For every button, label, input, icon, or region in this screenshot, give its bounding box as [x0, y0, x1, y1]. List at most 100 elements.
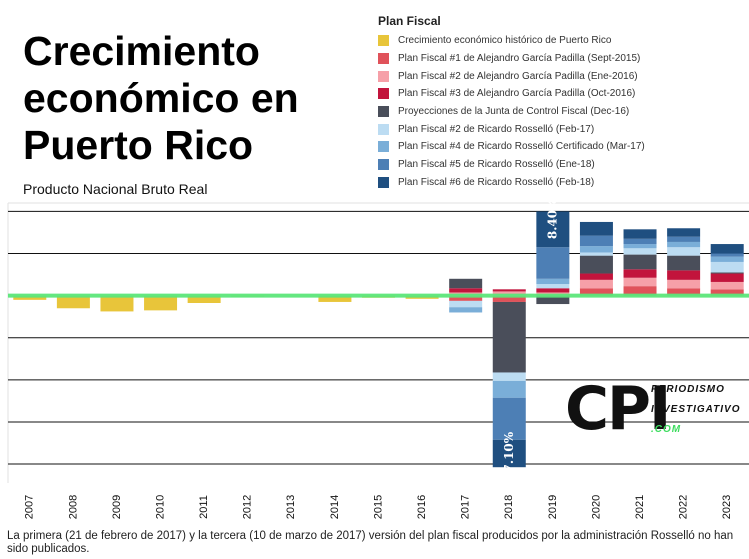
- bar-segment: [449, 300, 483, 308]
- bar-segment: [492, 295, 526, 302]
- bar-segment: [710, 281, 744, 290]
- bar-segment: [623, 277, 657, 287]
- legend-swatch: [378, 141, 389, 153]
- x-tick-label: 2022: [678, 495, 690, 519]
- bar-segment: [536, 211, 570, 248]
- bar-segment: [144, 295, 178, 311]
- legend-title: Plan Fiscal: [378, 14, 441, 28]
- bar-segment: [187, 295, 221, 303]
- bar-segment: [492, 397, 526, 440]
- bar-segment: [710, 273, 744, 282]
- x-tick-label: 2010: [154, 495, 166, 519]
- legend-item: Plan Fiscal #2 de Ricardo Rosselló (Feb-…: [378, 120, 738, 138]
- legend-item: Plan Fiscal #2 de Alejandro García Padil…: [378, 67, 738, 85]
- bar-segment: [710, 253, 744, 257]
- bar-segment: [56, 295, 90, 309]
- bar-segment: [667, 255, 701, 271]
- cpi-logo-mark: CPI: [565, 374, 671, 444]
- bar-segment: [710, 244, 744, 254]
- bar-segment: [667, 228, 701, 237]
- bar-segment: [536, 295, 570, 305]
- legend-item: Plan Fiscal #4 de Ricardo Rosselló Certi…: [378, 138, 738, 156]
- chart-subtitle: Producto Nacional Bruto Real: [23, 181, 208, 197]
- legend-swatch: [378, 88, 389, 100]
- logo-line-2: INVESTIGATIVO: [651, 404, 741, 415]
- legend-swatch: [378, 123, 389, 135]
- bar-segment: [667, 236, 701, 242]
- legend-item: Plan Fiscal #5 de Ricardo Rosselló (Ene-…: [378, 156, 738, 174]
- logo-line-3: .COM: [651, 424, 682, 435]
- legend-swatch: [378, 106, 389, 118]
- legend-label: Plan Fiscal #3 de Alejandro García Padil…: [398, 88, 636, 100]
- legend-items: Crecimiento económico histórico de Puert…: [378, 32, 738, 191]
- bar-segment: [492, 372, 526, 381]
- bar-segment: [623, 269, 657, 278]
- bar-segment: [667, 247, 701, 256]
- x-tick-label: 2016: [416, 495, 428, 519]
- footnote: La primera (21 de febrero de 2017) y la …: [7, 530, 734, 555]
- x-tick-label: 2020: [590, 495, 602, 519]
- bar-segment: [579, 221, 613, 236]
- bar-segment: [449, 295, 483, 301]
- x-tick-label: 2017: [460, 495, 472, 519]
- x-tick-label: 2015: [372, 495, 384, 519]
- legend-label: Plan Fiscal #4 de Ricardo Rosselló Certi…: [398, 141, 645, 153]
- bar-segment: [623, 248, 657, 255]
- bar-segment: [710, 261, 744, 273]
- bar-segment: [710, 289, 744, 296]
- bar-segment: [710, 256, 744, 262]
- legend-swatch: [378, 176, 389, 188]
- x-tick-label: 2023: [721, 495, 733, 519]
- bar-segment: [536, 288, 570, 293]
- x-tick-label: 2018: [503, 495, 515, 519]
- bar-segment: [623, 244, 657, 249]
- bar-segment: [318, 295, 352, 302]
- legend: Plan Fiscal Crecimiento económico histór…: [378, 14, 738, 191]
- bar-segment: [579, 235, 613, 247]
- x-tick-label: 2007: [24, 495, 36, 519]
- data-label: 8.40%: [545, 198, 559, 239]
- legend-swatch: [378, 35, 389, 47]
- x-tick-label: 2011: [198, 495, 210, 519]
- bar-segment: [579, 255, 613, 274]
- bar-segment: [449, 288, 483, 293]
- bar-segment: [579, 288, 613, 296]
- legend-label: Plan Fiscal #5 de Ricardo Rosselló (Ene-…: [398, 159, 595, 171]
- bar-segment: [623, 286, 657, 296]
- legend-label: Plan Fiscal #2 de Alejandro García Padil…: [398, 70, 638, 82]
- x-tick-label: 2019: [547, 495, 559, 519]
- legend-item: Plan Fiscal #1 de Alejandro García Padil…: [378, 50, 738, 68]
- bar-segment: [710, 272, 744, 274]
- cpi-logo: CPI PERIODISMO INVESTIGATIVO .COM: [565, 374, 745, 444]
- bar-segment: [579, 252, 613, 256]
- bar-segment: [449, 307, 483, 313]
- bar-segment: [492, 289, 526, 292]
- legend-swatch: [378, 53, 389, 65]
- bar-segment: [536, 284, 570, 289]
- bar-segment: [623, 229, 657, 239]
- bar-segment: [100, 295, 134, 312]
- bar-segment: [667, 279, 701, 289]
- bar-segment: [13, 295, 47, 300]
- legend-item: Proyecciones de la Junta de Control Fisc…: [378, 103, 738, 121]
- legend-item: Plan Fiscal #6 de Ricardo Rosselló (Feb-…: [378, 174, 738, 192]
- legend-label: Plan Fiscal #1 de Alejandro García Padil…: [398, 53, 641, 65]
- legend-label: Plan Fiscal #6 de Ricardo Rosselló (Feb-…: [398, 176, 595, 188]
- legend-label: Plan Fiscal #2 de Ricardo Rosselló (Feb-…: [398, 123, 595, 135]
- chart-title: Crecimiento económico en Puerto Rico: [23, 28, 299, 168]
- legend-label: Crecimiento económico histórico de Puert…: [398, 35, 612, 47]
- legend-swatch: [378, 70, 389, 82]
- legend-label: Proyecciones de la Junta de Control Fisc…: [398, 106, 630, 118]
- bar-segment: [536, 247, 570, 279]
- bar-segment: [579, 279, 613, 289]
- bar-segment: [492, 301, 526, 373]
- legend-item: Plan Fiscal #3 de Alejandro García Padil…: [378, 85, 738, 103]
- x-tick-label: 2014: [329, 495, 341, 519]
- data-label: -17.10%: [502, 431, 516, 486]
- bar-segment: [667, 241, 701, 248]
- legend-item: Crecimiento económico histórico de Puert…: [378, 32, 738, 50]
- bar-segment: [579, 246, 613, 253]
- bar-segment: [579, 273, 613, 280]
- bar-segment: [492, 291, 526, 296]
- bar-segment: [623, 254, 657, 270]
